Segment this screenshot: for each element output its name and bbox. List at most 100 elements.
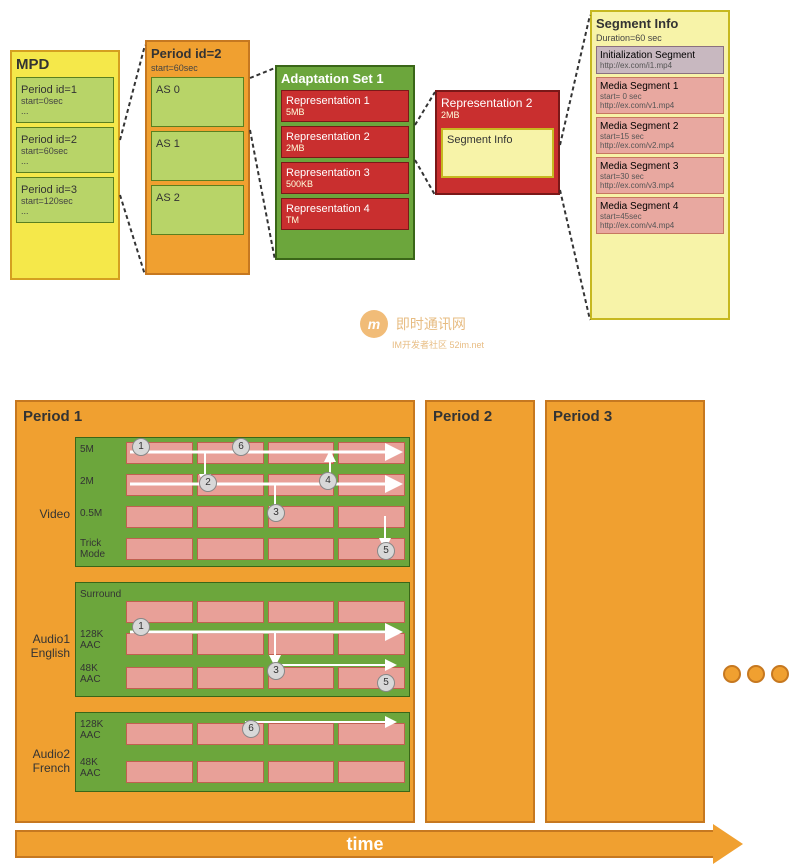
audio1-row-2: [126, 633, 405, 655]
seginfo-duration: Duration=60 sec: [596, 33, 724, 43]
period-2-title: Period 2: [427, 402, 533, 431]
mpd-period-2-sub: start=60sec: [21, 146, 109, 156]
ellipsis: ...: [21, 156, 109, 166]
media-segment-1: Media Segment 1 start= 0 sec http://ex.c…: [596, 77, 724, 114]
circle-6: 6: [232, 438, 250, 456]
rep-1-label: Representation 1: [286, 95, 404, 107]
video-label: Video: [15, 507, 70, 521]
rep2-sub: 2MB: [441, 110, 554, 120]
as-0: AS 0: [151, 77, 244, 127]
rep-3-sub: 500KB: [286, 179, 404, 189]
rep-4-sub: TM: [286, 215, 404, 225]
period2-sub: start=60sec: [151, 63, 244, 73]
period-1-panel: Period 1 Video 5M 2M 0.5M Trick Mode Aud…: [15, 400, 415, 823]
ms4-url: http://ex.com/v4.mp4: [600, 221, 720, 230]
rep-3-label: Representation 3: [286, 167, 404, 179]
ms2-url: http://ex.com/v2.mp4: [600, 141, 720, 150]
rep-4: Representation 4 TM: [281, 198, 409, 230]
period-3-title: Period 3: [547, 402, 703, 431]
rep-1-sub: 5MB: [286, 107, 404, 117]
mpd-period-2: Period id=2 start=60sec ...: [16, 127, 114, 173]
rep-4-label: Representation 4: [286, 203, 404, 215]
audio1-row-surround: Surround: [80, 589, 128, 600]
rep2-detail-block: Representation 2 2MB Segment Info: [435, 90, 560, 195]
ms2-label: Media Segment 2: [600, 121, 720, 132]
time-label: time: [17, 834, 713, 855]
ms1-label: Media Segment 1: [600, 81, 720, 92]
ms3-label: Media Segment 3: [600, 161, 720, 172]
watermark-text: 即时通讯网: [396, 316, 466, 332]
circle-1: 1: [132, 438, 150, 456]
circle-5b: 5: [377, 674, 395, 692]
ms3-start: start=30 sec: [600, 172, 720, 181]
rep2-title: Representation 2: [441, 96, 554, 110]
period-3-panel: Period 3: [545, 400, 705, 823]
video-row-05m: 0.5M: [80, 508, 128, 519]
period2-title: Period id=2: [151, 46, 244, 61]
audio2-label: Audio2 French: [15, 747, 70, 775]
ellipsis: ...: [21, 106, 109, 116]
mpd-title: MPD: [16, 56, 114, 73]
as-1: AS 1: [151, 131, 244, 181]
mpd-period-3-sub: start=120sec: [21, 196, 109, 206]
timeline-diagram: Period 1 Video 5M 2M 0.5M Trick Mode Aud…: [0, 400, 801, 860]
audio1-group: Surround 128K AAC 48K AAC: [75, 582, 410, 697]
audio1-row-48k: 48K AAC: [80, 663, 128, 685]
period2-block: Period id=2 start=60sec AS 0 AS 1 AS 2: [145, 40, 250, 275]
seg-info-small: Segment Info: [441, 128, 554, 178]
circle-3b: 3: [267, 662, 285, 680]
circle-6b: 6: [242, 720, 260, 738]
video-row-5m: 5M: [80, 444, 128, 455]
ms4-label: Media Segment 4: [600, 201, 720, 212]
watermark-sub: IM开发者社区 52im.net: [392, 338, 484, 351]
audio1-label: Audio1 English: [15, 632, 70, 660]
audio2-row-2: [126, 761, 405, 783]
video-row-4: [126, 538, 405, 560]
ms1-start: start= 0 sec: [600, 92, 720, 101]
audio2-row-128k: 128K AAC: [80, 719, 128, 741]
ms2-start: start=15 sec: [600, 132, 720, 141]
seg-info-label: Segment Info: [447, 134, 548, 146]
rep-2-sub: 2MB: [286, 143, 404, 153]
ms4-start: start=45sec: [600, 212, 720, 221]
audio1-row-1: [126, 601, 405, 623]
mpd-structure-diagram: MPD Period id=1 start=0sec ... Period id…: [0, 0, 801, 380]
segment-info-block: Segment Info Duration=60 sec Initializat…: [590, 10, 730, 320]
ms1-url: http://ex.com/v1.mp4: [600, 101, 720, 110]
circle-1b: 1: [132, 618, 150, 636]
mpd-period-1-label: Period id=1: [21, 84, 109, 96]
media-segment-3: Media Segment 3 start=30 sec http://ex.c…: [596, 157, 724, 194]
ms3-url: http://ex.com/v3.mp4: [600, 181, 720, 190]
continuation-dots: [720, 665, 792, 688]
watermark-icon: m: [360, 310, 388, 338]
ellipsis: ...: [21, 206, 109, 216]
media-segment-4: Media Segment 4 start=45sec http://ex.co…: [596, 197, 724, 234]
rep-1: Representation 1 5MB: [281, 90, 409, 122]
period-2-panel: Period 2: [425, 400, 535, 823]
adaptation-set-block: Adaptation Set 1 Representation 1 5MB Re…: [275, 65, 415, 260]
video-row-2: [126, 474, 405, 496]
init-seg-label: Initialization Segment: [600, 50, 720, 61]
mpd-period-1: Period id=1 start=0sec ...: [16, 77, 114, 123]
init-seg-url: http://ex.com/i1.mp4: [600, 61, 720, 70]
media-segment-2: Media Segment 2 start=15 sec http://ex.c…: [596, 117, 724, 154]
video-row-2m: 2M: [80, 476, 128, 487]
video-group: 5M 2M 0.5M Trick Mode: [75, 437, 410, 567]
video-row-tm: Trick Mode: [80, 538, 128, 560]
rep-2-label: Representation 2: [286, 131, 404, 143]
init-segment: Initialization Segment http://ex.com/i1.…: [596, 46, 724, 74]
circle-5: 5: [377, 542, 395, 560]
time-arrow-bar: time: [15, 830, 715, 858]
audio1-row-3: [126, 667, 405, 689]
circle-4: 4: [319, 472, 337, 490]
audio1-row-128k: 128K AAC: [80, 629, 128, 651]
time-arrow-head: [713, 824, 743, 864]
seginfo-title: Segment Info: [596, 16, 724, 31]
circle-3: 3: [267, 504, 285, 522]
period-1-title: Period 1: [17, 402, 413, 431]
circle-2: 2: [199, 474, 217, 492]
adapt-title: Adaptation Set 1: [281, 71, 409, 86]
mpd-block: MPD Period id=1 start=0sec ... Period id…: [10, 50, 120, 280]
mpd-period-1-sub: start=0sec: [21, 96, 109, 106]
audio2-row-48k: 48K AAC: [80, 757, 128, 779]
